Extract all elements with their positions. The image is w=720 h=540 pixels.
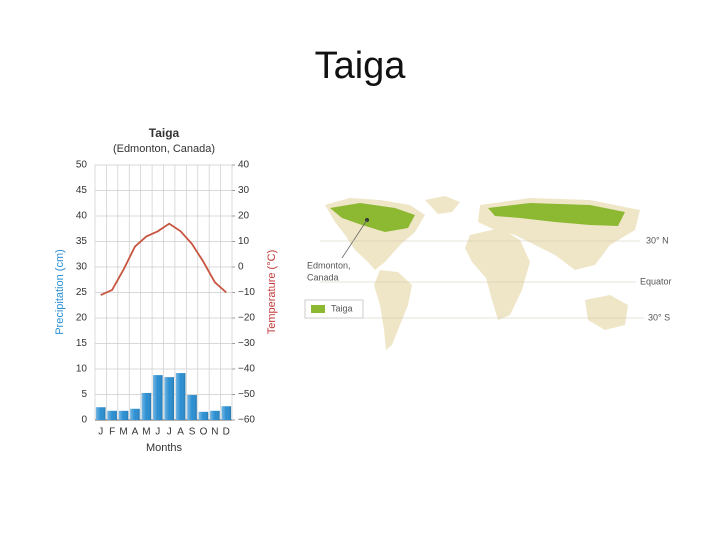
y-tick-label: 20: [76, 313, 88, 324]
y-tick-label: 5: [81, 389, 87, 400]
bar-shade: [107, 410, 117, 420]
x-axis-label: Months: [146, 442, 183, 454]
latitude-label: 30° N: [646, 235, 669, 245]
y2-tick-label: 20: [238, 211, 250, 222]
temperature-line: [100, 222, 227, 296]
y-tick-label: 0: [81, 415, 87, 426]
y-tick-label: 50: [76, 160, 88, 171]
x-tick-label: M: [119, 427, 127, 438]
chart-subtitle: (Edmonton, Canada): [113, 143, 215, 155]
x-tick-label: O: [200, 427, 208, 438]
y2-tick-label: −40: [238, 364, 255, 375]
y2-tick-label: 0: [238, 262, 244, 273]
bar-shade: [175, 373, 186, 420]
bar-shade: [118, 410, 129, 420]
bar-shade: [164, 377, 175, 420]
map-legend-label: Taiga: [331, 303, 353, 313]
bar-shade: [187, 395, 197, 420]
y2-tick-label: −10: [238, 287, 255, 298]
x-tick-label: A: [177, 427, 184, 438]
y-tick-label: 15: [76, 338, 88, 349]
map-callout: Edmonton,: [307, 260, 351, 270]
bar-shade: [210, 410, 220, 420]
y2-tick-label: 40: [238, 160, 250, 171]
y2-tick-label: −60: [238, 415, 255, 426]
bar-shade: [130, 408, 140, 420]
x-tick-label: M: [142, 427, 150, 438]
x-tick-label: J: [98, 427, 103, 438]
bar-shade: [221, 406, 232, 420]
y2-tick-label: 30: [238, 185, 250, 196]
latitude-label: 30° S: [648, 312, 670, 322]
latitude-label: Equator: [640, 276, 672, 286]
slide-title: Taiga: [315, 45, 407, 87]
x-tick-label: N: [211, 427, 218, 438]
x-tick-label: J: [167, 427, 172, 438]
chart-title: Taiga: [149, 126, 180, 140]
x-tick-label: J: [155, 427, 160, 438]
world-map: [304, 196, 644, 350]
y-tick-label: 40: [76, 211, 88, 222]
y-tick-label: 30: [76, 262, 88, 273]
y-axis-label: Precipitation (cm): [54, 249, 66, 335]
y2-tick-label: −50: [238, 389, 255, 400]
bar-shade: [152, 375, 163, 420]
y-tick-label: 45: [76, 185, 88, 196]
y2-tick-label: 10: [238, 236, 250, 247]
bar-shade: [141, 392, 152, 420]
y-tick-label: 10: [76, 364, 88, 375]
x-tick-label: S: [189, 427, 196, 438]
y2-tick-label: −30: [238, 338, 255, 349]
y2-axis-label: Temperature (°C): [266, 250, 278, 334]
y-tick-label: 35: [76, 236, 88, 247]
y-tick-label: 25: [76, 287, 88, 298]
bar-shade: [95, 407, 106, 420]
x-tick-label: A: [132, 427, 139, 438]
map-callout: Canada: [307, 272, 339, 282]
y2-tick-label: −20: [238, 313, 255, 324]
x-tick-label: F: [109, 427, 115, 438]
x-tick-label: D: [223, 427, 230, 438]
bar-shade: [198, 411, 209, 420]
